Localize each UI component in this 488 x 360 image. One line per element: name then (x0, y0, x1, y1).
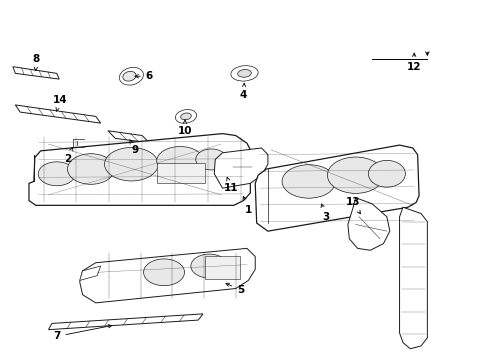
Polygon shape (48, 314, 203, 330)
Ellipse shape (143, 259, 184, 286)
Ellipse shape (122, 71, 136, 81)
Text: 10: 10 (178, 120, 192, 136)
Text: 12: 12 (406, 53, 421, 72)
Ellipse shape (190, 254, 227, 278)
Ellipse shape (327, 157, 383, 193)
Text: 9: 9 (129, 140, 138, 155)
Polygon shape (80, 248, 255, 303)
Ellipse shape (67, 154, 114, 184)
Polygon shape (108, 131, 149, 143)
Text: 5: 5 (225, 283, 244, 295)
Text: 14: 14 (53, 95, 67, 111)
Polygon shape (15, 105, 101, 123)
Ellipse shape (157, 147, 203, 175)
Text: 6: 6 (135, 71, 153, 81)
Bar (204, 256, 239, 279)
Ellipse shape (230, 66, 258, 81)
Text: 1: 1 (243, 197, 251, 215)
Ellipse shape (175, 109, 196, 123)
Text: 3: 3 (321, 204, 329, 222)
Ellipse shape (195, 149, 226, 170)
Text: 4: 4 (239, 83, 247, 100)
Bar (157, 163, 205, 183)
Polygon shape (29, 134, 250, 205)
Ellipse shape (38, 162, 75, 186)
Polygon shape (399, 207, 427, 349)
Ellipse shape (119, 67, 143, 85)
Polygon shape (214, 148, 267, 188)
Polygon shape (255, 145, 418, 231)
Ellipse shape (180, 113, 191, 120)
Ellipse shape (282, 165, 335, 198)
Polygon shape (80, 266, 101, 280)
Ellipse shape (237, 69, 251, 77)
Text: 13: 13 (345, 198, 360, 214)
Text: 8: 8 (32, 54, 40, 71)
Text: 11: 11 (223, 177, 238, 193)
Polygon shape (347, 198, 389, 250)
Text: 2: 2 (64, 147, 73, 165)
Text: 7: 7 (53, 325, 111, 341)
Ellipse shape (367, 161, 405, 187)
Ellipse shape (104, 148, 158, 181)
Polygon shape (13, 67, 59, 79)
